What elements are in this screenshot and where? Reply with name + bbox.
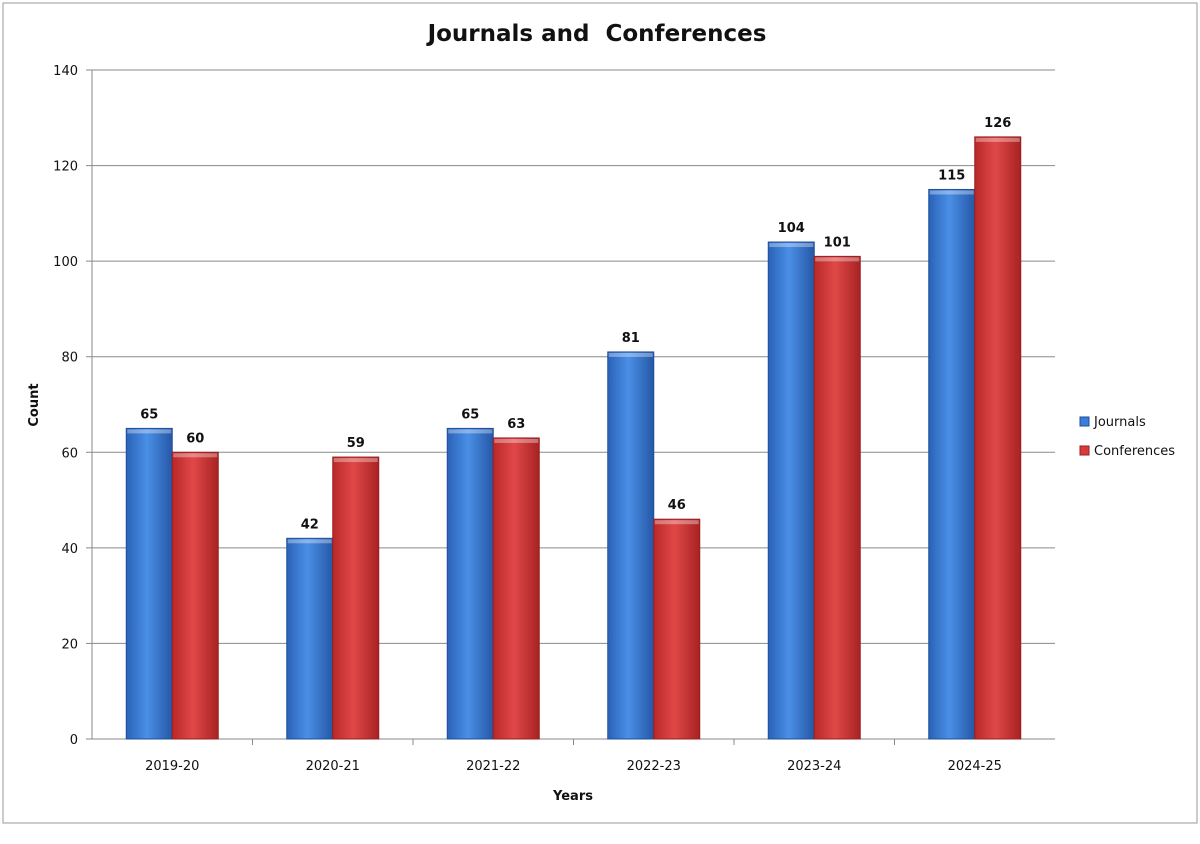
bar-highlight: [608, 352, 653, 357]
y-tick-label: 60: [61, 446, 78, 461]
bar-journals-2020-21: [286, 537, 334, 740]
y-tick-label: 20: [61, 637, 78, 652]
bar-highlight: [975, 137, 1020, 142]
x-tick-label: 2021-22: [466, 759, 520, 774]
bar-highlight: [769, 243, 814, 248]
legend: Journals Conferences: [1079, 415, 1175, 459]
chart-title: Journals and Conferences: [426, 21, 767, 47]
bar-conferences-2024-25: [974, 136, 1022, 740]
bar-conferences-2022-23: [653, 518, 701, 740]
data-label-conferences: 59: [347, 436, 365, 451]
data-label-conferences: 126: [984, 116, 1011, 131]
data-labels: 65 60 42 59 65 63 81 46 104 101 115 126: [140, 116, 1011, 532]
data-label-journals: 65: [140, 407, 158, 422]
y-tick-label: 100: [53, 255, 78, 270]
bar-conferences-2023-24: [813, 255, 861, 740]
x-tick-label: 2022-23: [627, 759, 681, 774]
y-tick-label: 140: [53, 64, 78, 79]
legend-label-conferences: Conferences: [1094, 444, 1175, 459]
bar-highlight: [127, 429, 172, 434]
data-label-conferences: 63: [507, 417, 525, 432]
legend-swatch-conferences: [1079, 445, 1090, 456]
y-tick-label: 120: [53, 160, 78, 175]
x-tick-label: 2024-25: [948, 759, 1002, 774]
bar-highlight: [333, 458, 378, 463]
bar-highlight: [494, 438, 539, 443]
bar-conferences-2020-21: [332, 456, 380, 740]
bar-journals-2023-24: [767, 241, 815, 740]
bar-journals-2019-20: [125, 427, 173, 740]
bar-journals-2024-25: [928, 188, 976, 740]
y-axis-title: Count: [27, 383, 42, 426]
bar-highlight: [287, 539, 332, 544]
data-label-conferences: 101: [824, 235, 851, 250]
x-tick-label: 2019-20: [145, 759, 199, 774]
data-label-journals: 65: [461, 407, 479, 422]
y-tick-label: 80: [61, 351, 78, 366]
x-tick-label: 2023-24: [787, 759, 841, 774]
y-tick-label: 0: [70, 733, 78, 748]
x-tick-label: 2020-21: [306, 759, 360, 774]
data-label-journals: 81: [622, 331, 640, 346]
data-label-journals: 115: [938, 168, 965, 183]
x-axis-ticks: 2019-20 2020-21 2021-22 2022-23 2023-24 2024-…: [145, 739, 1002, 774]
legend-label-journals: Journals: [1093, 415, 1146, 430]
data-label-journals: 104: [778, 221, 805, 236]
x-axis-title: Years: [552, 789, 593, 804]
data-label-journals: 42: [301, 517, 319, 532]
bar-highlight: [654, 520, 699, 525]
bar-conferences-2019-20: [171, 451, 219, 740]
bar-conferences-2021-22: [492, 437, 540, 740]
bar-highlight: [448, 429, 493, 434]
bar-highlight: [815, 257, 860, 262]
bar-journals-2021-22: [446, 427, 494, 740]
data-label-conferences: 46: [668, 498, 686, 513]
bar-highlight: [929, 190, 974, 195]
legend-swatch-journals: [1079, 416, 1090, 427]
bars: [125, 136, 1022, 740]
bar-journals-2022-23: [607, 351, 655, 740]
data-label-conferences: 60: [186, 431, 204, 446]
y-tick-label: 40: [61, 542, 78, 557]
bar-highlight: [173, 453, 218, 458]
y-axis-ticks: 0 20 40 60 80 100 120 140: [53, 64, 92, 748]
